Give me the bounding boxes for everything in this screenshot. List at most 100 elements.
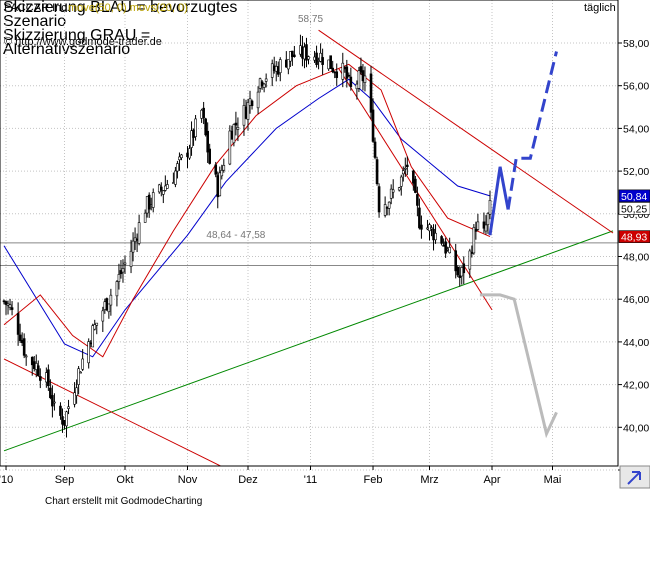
price-bar-body (406, 164, 409, 167)
price-bar-body (377, 186, 381, 213)
price-bar-body (403, 167, 407, 170)
x-tick-label: Okt (116, 474, 133, 486)
x-axis: '10 Sep Okt Nov Dez '11 Feb Mrz Apr Mai (0, 466, 561, 486)
price-bar-body (258, 78, 262, 89)
trendlines (3, 29, 614, 466)
price-bar-body (272, 65, 276, 71)
price-bar-body (347, 74, 351, 77)
price-bar-body (488, 200, 492, 215)
price-bar-body (2, 300, 6, 303)
price-bar-body (476, 221, 480, 230)
x-tick-label: '10 (0, 474, 13, 486)
price-bar-body (178, 156, 181, 161)
price-bar-body (260, 81, 264, 87)
price-bar-body (242, 105, 246, 126)
price-bar-body (22, 338, 26, 356)
price-bar-body (107, 303, 111, 313)
price-bar-body (4, 301, 8, 305)
price-bar-body (256, 91, 260, 109)
x-tick-label: Dez (238, 474, 258, 486)
price-bar-body (30, 356, 34, 366)
price-bar-body (180, 154, 183, 159)
price-bar-body (34, 363, 38, 370)
price-bar-body (194, 118, 197, 137)
x-tick-label: '11 (304, 474, 318, 486)
x-tick-label: Mrz (420, 474, 438, 486)
arrow-icon (627, 471, 641, 485)
scenario-gray-solid (479, 293, 558, 439)
price-bar-body (369, 73, 373, 113)
price-bar-body (172, 182, 175, 184)
price-bar-body (335, 71, 339, 78)
price-bar-body (234, 122, 238, 126)
price-bar-body (51, 395, 54, 407)
indicator-label: move(50, 0) movs(20, 0) (68, 2, 188, 14)
price-bar-body (214, 164, 218, 175)
price-bar-body (151, 192, 155, 208)
price-bar-body (389, 188, 393, 199)
price-bar-body (145, 196, 149, 214)
price-bar-body (373, 141, 377, 158)
x-tick-label: Sep (55, 474, 75, 486)
price-bar-body (274, 66, 278, 72)
scenario-sketches (479, 51, 558, 439)
price-bar-body (361, 70, 365, 82)
price-bar-body (331, 67, 334, 73)
price-bar-body (228, 130, 232, 165)
price-bar-body (285, 59, 288, 68)
price-bar-body (307, 56, 310, 60)
y-tick-label: 48,00 (623, 252, 649, 264)
price-bar-body (176, 163, 179, 172)
price-bar-body (432, 228, 435, 241)
price-bar-body (375, 159, 379, 185)
scenario-blue-dashed (506, 51, 558, 210)
price-bar-body (303, 46, 306, 60)
price-bar-body (147, 194, 151, 210)
price-bar-body (18, 334, 22, 341)
y-tick-label: 58,00 (623, 38, 649, 50)
price-bar-body (454, 250, 458, 272)
price-bar-body (289, 51, 292, 62)
price-tag (618, 189, 650, 203)
price-bar-body (462, 263, 466, 274)
price-bar-body (333, 71, 337, 74)
price-bar-body (192, 129, 195, 138)
price-bar-body (414, 178, 417, 193)
price-bar-body (24, 355, 28, 358)
price-bar-body (131, 240, 135, 253)
price-bar-body (157, 184, 161, 193)
price-bar-body (220, 170, 224, 177)
price-bar-body (190, 130, 193, 148)
price-bar-body (149, 204, 153, 207)
y-axis: 38,0040,0042,0044,0046,0048,0050,0052,00… (618, 38, 649, 477)
price-tag-label: 50,84 (621, 191, 647, 203)
price-bar-body (329, 55, 332, 69)
price-bar-body (383, 204, 387, 216)
price-bar-body (95, 322, 99, 326)
price-bar-body (232, 124, 236, 144)
price-bar-body (129, 250, 133, 267)
price-bar-body (109, 294, 113, 306)
trendline-downtrend (318, 29, 614, 234)
price-bar-body (458, 275, 462, 278)
trendline-support (3, 230, 614, 452)
price-bar-body (391, 189, 395, 193)
price-bar-body (460, 267, 464, 277)
y-tick-label: 44,00 (623, 337, 649, 349)
ma-line (3, 78, 491, 358)
company-name: PACCAR Inc. (4, 2, 70, 14)
price-bar-body (137, 222, 141, 244)
price-bar-body (119, 270, 123, 275)
price-bar-body (291, 50, 294, 57)
price-bar-body (77, 368, 80, 385)
price-bar-body (164, 185, 167, 191)
price-bar-body (250, 100, 254, 107)
price-bar-body (244, 106, 248, 119)
price-bar-body (32, 361, 36, 369)
price-bar-body (270, 63, 274, 78)
price-bar-body (75, 387, 78, 396)
price-bar-body (293, 54, 296, 58)
price-bar-body (204, 118, 207, 136)
price-bar-body (246, 102, 250, 120)
annotation-label: 58,75 (298, 14, 323, 25)
